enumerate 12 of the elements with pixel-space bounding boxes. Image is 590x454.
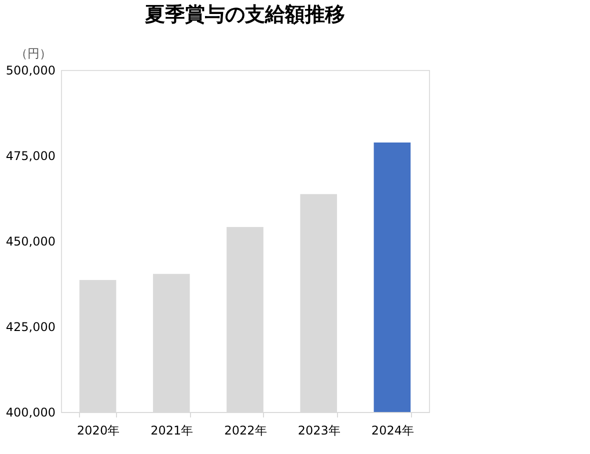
x-tick-label: 2023年 bbox=[298, 424, 340, 438]
x-tick-label: 2022年 bbox=[224, 424, 267, 438]
x-tick-label: 2021年 bbox=[150, 424, 194, 438]
chart-title: 夏季賞与の支給額推移 bbox=[144, 2, 345, 26]
y-tick-label: 500,000 bbox=[6, 64, 56, 78]
y-axis-title: （円） bbox=[16, 46, 52, 60]
y-tick-label: 400,000 bbox=[6, 406, 56, 420]
x-tick-label: 2020年 bbox=[77, 424, 120, 438]
x-tick-label: 2024年 bbox=[371, 424, 414, 438]
y-tick-label: 425,000 bbox=[6, 320, 56, 334]
y-tick-label: 450,000 bbox=[6, 234, 56, 248]
y-tick-label: 475,000 bbox=[6, 149, 56, 163]
